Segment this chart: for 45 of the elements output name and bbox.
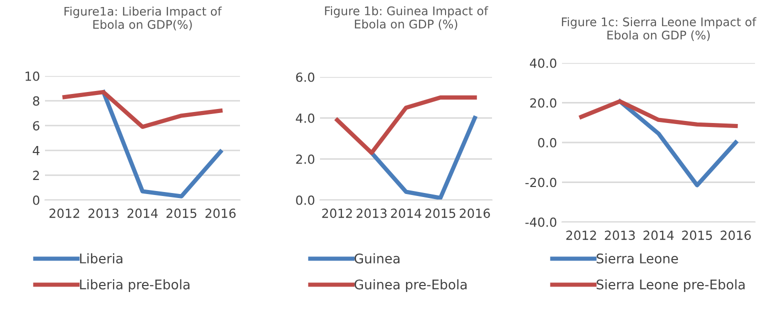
x-tick-label: 2016 (720, 230, 751, 240)
y-tick-label: 10 (26, 71, 40, 81)
x-tick-label: 2013 (88, 208, 118, 218)
y-tick-label: 0.0 (538, 138, 556, 148)
y-tick-label: 4.0 (296, 113, 314, 123)
y-tick-label: -40.0 (525, 217, 556, 227)
x-tick-label: 2014 (391, 208, 422, 218)
legend-label: Liberia pre-Ebola (80, 279, 190, 292)
y-tick-label: 4 (32, 146, 40, 156)
x-tick-label: 2014 (128, 208, 158, 218)
legend-label: Guinea (354, 253, 400, 264)
legend-label: Sierra Leone pre-Ebola (596, 279, 745, 292)
legend-label: Sierra Leone (596, 253, 678, 264)
line-series (579, 99, 738, 128)
line-series (62, 90, 223, 129)
legend-label: Guinea pre-Ebola (354, 279, 467, 292)
line-series (618, 99, 738, 188)
line-series (370, 116, 477, 200)
x-tick-label: 2015 (425, 208, 456, 218)
chart-title: Figure1a: Liberia Impact of Ebola on GDP(%) (64, 6, 222, 30)
y-tick-label: 20.0 (530, 98, 556, 108)
y-tick-label: 2.0 (296, 154, 314, 164)
chart-title: Figure 1c: Sierra Leone Impact of Ebola on GDP (%) (562, 17, 756, 41)
y-tick-label: 2 (33, 170, 39, 180)
x-tick-label: 2012 (566, 230, 596, 240)
y-tick-label: 40.0 (530, 58, 556, 68)
x-tick-label: 2014 (644, 230, 674, 240)
x-tick-label: 2016 (206, 208, 236, 218)
y-tick-label: 6 (33, 121, 40, 131)
x-tick-label: 2015 (682, 230, 712, 240)
y-tick-label: 0 (33, 195, 40, 205)
legend-label: Liberia (80, 253, 122, 264)
x-tick-label: 2013 (604, 230, 635, 240)
chart-title: Figure 1b: Guinea Impact of Ebola on GDP (%) (325, 6, 488, 30)
x-tick-label: 2013 (356, 208, 387, 218)
line-series (101, 90, 223, 198)
x-tick-label: 2012 (50, 208, 80, 218)
y-tick-label: -20.0 (525, 178, 556, 188)
x-tick-label: 2016 (460, 208, 490, 218)
x-tick-label: 2012 (322, 208, 352, 218)
y-tick-label: 6.0 (296, 72, 314, 82)
y-tick-label: 0.0 (296, 195, 314, 205)
line-series (335, 95, 477, 155)
y-tick-label: 8 (33, 96, 40, 106)
x-tick-label: 2015 (166, 208, 196, 218)
